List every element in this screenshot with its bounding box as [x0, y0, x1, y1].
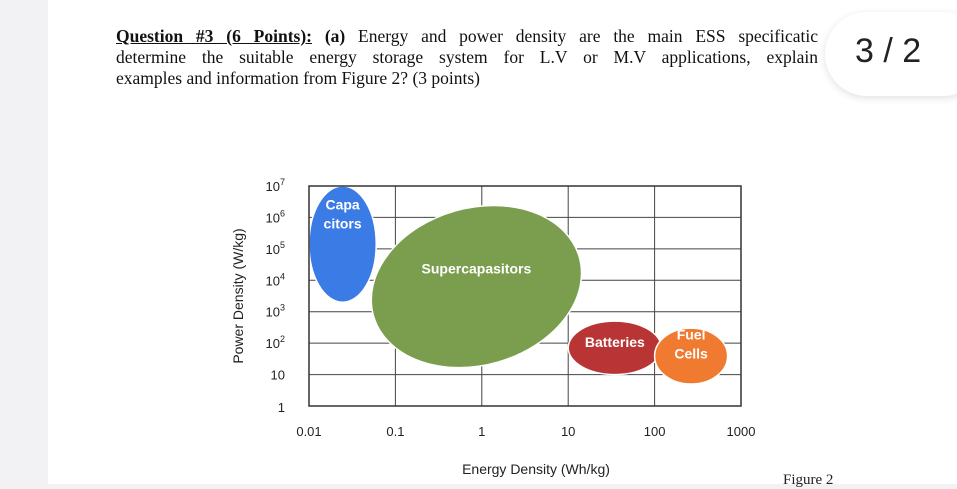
- region-label-1-0: Supercapasitors: [422, 261, 532, 277]
- question-text: Question #3 (6 Points): (a) Energy and p…: [116, 26, 818, 89]
- x-tick-label-4: 100: [644, 424, 666, 439]
- region-label-3-0: Fuel: [677, 327, 706, 343]
- y-axis-label: Power Density (W/kg): [230, 228, 246, 363]
- region-label-0-1: citors: [324, 216, 362, 232]
- region-ellipse-1: [370, 204, 583, 369]
- y-tick-label-7: 107: [266, 177, 285, 194]
- region-label-0-0: Capa: [325, 197, 359, 213]
- question-part-label: (a): [324, 26, 346, 46]
- region-label-2-0: Batteries: [585, 334, 645, 350]
- figure-caption: Figure 2: [783, 472, 834, 488]
- y-tick-label-1: 10: [271, 368, 285, 383]
- y-tick-label-4: 104: [266, 271, 285, 288]
- page-counter-label: 3 / 2: [855, 32, 922, 70]
- x-tick-label-0: 0.01: [296, 424, 321, 439]
- question-line-1: Energy and power density are the main ES…: [358, 26, 818, 46]
- y-tick-label-3: 103: [266, 303, 285, 320]
- question-heading: Question #3 (6 Points):: [116, 26, 312, 46]
- question-line-3: examples and information from Figure 2? …: [116, 68, 481, 88]
- x-tick-label-2: 1: [478, 424, 485, 439]
- x-tick-label-3: 10: [561, 424, 575, 439]
- question-line-2: determine the suitable energy storage sy…: [116, 47, 818, 67]
- page-counter-badge: 3 / 2: [825, 12, 957, 96]
- y-tick-label-0: 1: [278, 400, 285, 415]
- y-tick-label-2: 102: [266, 334, 285, 351]
- x-axis-label: Energy Density (Wh/kg): [462, 461, 610, 477]
- region-label-3-1: Cells: [674, 346, 708, 362]
- y-tick-label-6: 106: [266, 208, 285, 225]
- y-tick-label-5: 105: [266, 240, 285, 257]
- x-tick-label-5: 1000: [727, 424, 756, 439]
- x-tick-label-1: 0.1: [386, 424, 404, 439]
- plot-frame: [308, 185, 742, 407]
- region-ellipse-3: [653, 327, 729, 385]
